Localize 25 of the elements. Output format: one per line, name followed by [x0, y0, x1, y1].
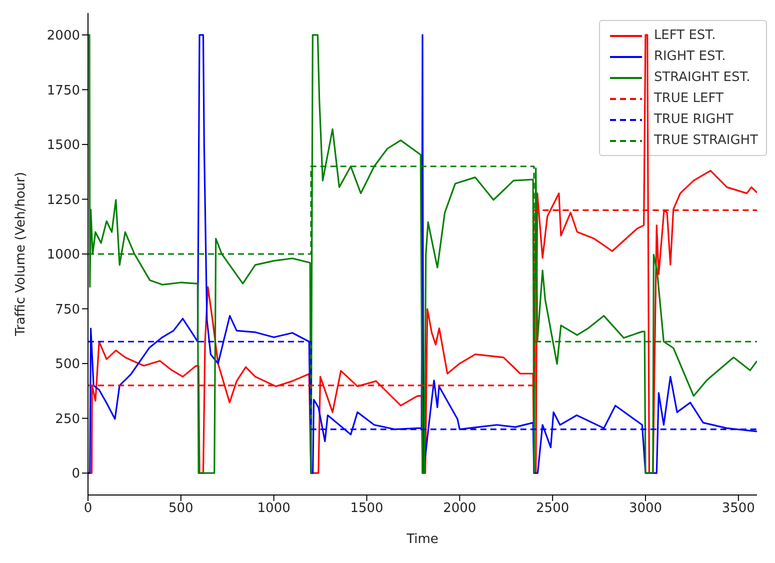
y-tick-label: 2000 — [46, 28, 80, 44]
x-tick-label: 1500 — [350, 501, 384, 516]
x-tick-label: 1000 — [257, 501, 290, 516]
legend-label: TRUE RIGHT — [654, 112, 734, 127]
y-tick-label: 1500 — [46, 138, 80, 154]
legend-label: RIGHT EST. — [654, 49, 726, 64]
y-tick-label: 0 — [72, 466, 80, 482]
y-tick-label: 1750 — [46, 83, 80, 98]
x-tick-label: 0 — [84, 501, 92, 516]
x-tick-label: 3500 — [722, 501, 755, 516]
legend-label: LEFT EST. — [654, 28, 716, 43]
y-tick-label: 1000 — [46, 248, 80, 263]
y-tick-label: 1250 — [46, 192, 80, 208]
legend-label: TRUE STRAIGHT — [654, 133, 758, 148]
x-tick-label: 500 — [168, 501, 194, 516]
y-tick-label: 750 — [55, 302, 80, 318]
y-tick-label: 250 — [55, 412, 80, 427]
x-axis-title: Time — [406, 532, 438, 547]
x-tick-label: 2000 — [443, 501, 476, 516]
legend-label: TRUE LEFT — [654, 91, 724, 106]
legend-label: STRAIGHT EST. — [654, 70, 750, 85]
x-tick-label: 2500 — [536, 501, 570, 516]
y-tick-label: 500 — [55, 357, 80, 372]
x-tick-label: 3000 — [628, 501, 662, 516]
y-axis-title: Traffic Volume (Veh/hour) — [14, 172, 29, 338]
